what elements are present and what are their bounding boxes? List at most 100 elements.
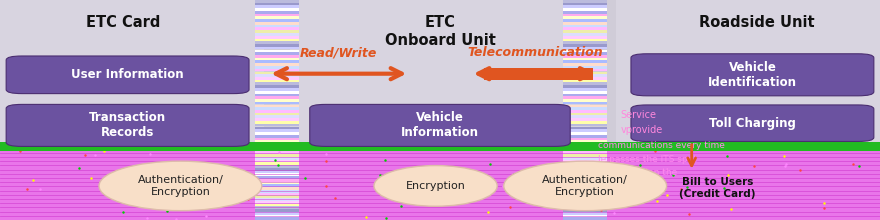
Bar xyxy=(255,170,299,173)
Bar xyxy=(255,6,299,8)
Bar xyxy=(255,198,299,201)
Bar xyxy=(255,74,299,77)
Bar xyxy=(255,104,299,107)
Bar xyxy=(569,68,577,80)
Bar xyxy=(563,33,607,36)
Bar xyxy=(563,25,607,28)
Bar xyxy=(563,38,607,41)
Text: Vehicle
Identification: Vehicle Identification xyxy=(708,61,797,89)
Bar xyxy=(563,6,607,8)
Bar xyxy=(563,74,607,77)
Text: Authentication/
Encryption: Authentication/ Encryption xyxy=(137,175,224,197)
Bar xyxy=(255,82,299,85)
Bar xyxy=(255,195,299,198)
Bar xyxy=(484,68,492,80)
Text: Vehicle
Information: Vehicle Information xyxy=(401,111,479,139)
Bar xyxy=(563,96,607,99)
Bar xyxy=(255,36,299,38)
Bar xyxy=(255,146,299,149)
Text: le passes the ITS spot: le passes the ITS spot xyxy=(598,155,697,164)
Text: Telecommunication: Telecommunication xyxy=(467,46,603,59)
Bar xyxy=(255,138,299,140)
Bar xyxy=(563,30,607,33)
Bar xyxy=(563,198,607,201)
Bar xyxy=(492,68,500,80)
Bar xyxy=(255,143,299,146)
Text: ETC
Onboard Unit: ETC Onboard Unit xyxy=(385,15,495,48)
Bar xyxy=(585,68,593,80)
Bar xyxy=(255,3,299,6)
Bar xyxy=(255,124,299,126)
Bar xyxy=(255,121,299,124)
Bar xyxy=(563,19,607,22)
Bar xyxy=(563,182,607,184)
Bar xyxy=(255,148,299,151)
Text: la installation the: la installation the xyxy=(598,168,678,177)
Bar xyxy=(255,47,299,50)
Bar xyxy=(563,140,607,143)
Bar xyxy=(563,63,607,66)
Bar xyxy=(0,148,880,220)
Bar xyxy=(563,72,607,74)
Bar xyxy=(563,129,607,132)
Bar xyxy=(563,165,607,168)
Bar xyxy=(563,192,607,195)
Bar xyxy=(563,110,607,113)
Bar xyxy=(563,8,607,11)
Bar xyxy=(563,212,607,214)
Bar xyxy=(563,80,607,82)
Bar xyxy=(255,72,299,74)
Bar xyxy=(255,206,299,209)
Bar xyxy=(255,77,299,80)
Bar xyxy=(563,11,607,14)
Bar xyxy=(523,68,531,80)
Bar xyxy=(255,209,299,212)
Bar xyxy=(561,68,569,80)
Bar xyxy=(563,104,607,107)
Bar xyxy=(255,190,299,192)
Bar xyxy=(255,50,299,52)
Bar xyxy=(255,118,299,121)
Bar xyxy=(255,154,299,157)
Bar xyxy=(255,176,299,179)
Bar xyxy=(563,206,607,209)
Bar xyxy=(255,38,299,41)
Bar xyxy=(563,22,607,25)
Bar xyxy=(255,80,299,82)
Bar xyxy=(563,176,607,179)
Bar xyxy=(563,61,607,63)
Bar xyxy=(255,157,299,160)
Bar xyxy=(563,214,607,217)
Bar xyxy=(255,217,299,220)
Bar xyxy=(255,160,299,162)
Bar xyxy=(554,68,562,80)
Bar xyxy=(563,168,607,171)
Bar xyxy=(563,44,607,47)
FancyBboxPatch shape xyxy=(310,104,570,147)
Bar xyxy=(255,107,299,110)
Bar xyxy=(563,118,607,121)
Bar xyxy=(255,151,299,154)
Bar xyxy=(255,192,299,195)
Bar xyxy=(563,36,607,38)
Bar xyxy=(255,165,299,168)
Bar xyxy=(255,116,299,118)
Bar xyxy=(255,162,299,165)
Bar xyxy=(255,113,299,116)
Bar xyxy=(563,126,607,129)
Bar xyxy=(531,68,539,80)
Bar xyxy=(563,28,607,30)
Bar xyxy=(563,66,607,69)
Bar xyxy=(563,0,607,3)
Bar xyxy=(563,52,607,55)
Bar xyxy=(563,190,607,192)
FancyBboxPatch shape xyxy=(631,54,874,96)
Bar xyxy=(563,204,607,206)
Bar xyxy=(563,50,607,52)
Bar xyxy=(563,14,607,16)
Bar xyxy=(563,151,607,154)
Bar xyxy=(255,96,299,99)
Text: vprovide: vprovide xyxy=(620,125,663,135)
Bar xyxy=(255,33,299,36)
Ellipse shape xyxy=(504,161,667,211)
